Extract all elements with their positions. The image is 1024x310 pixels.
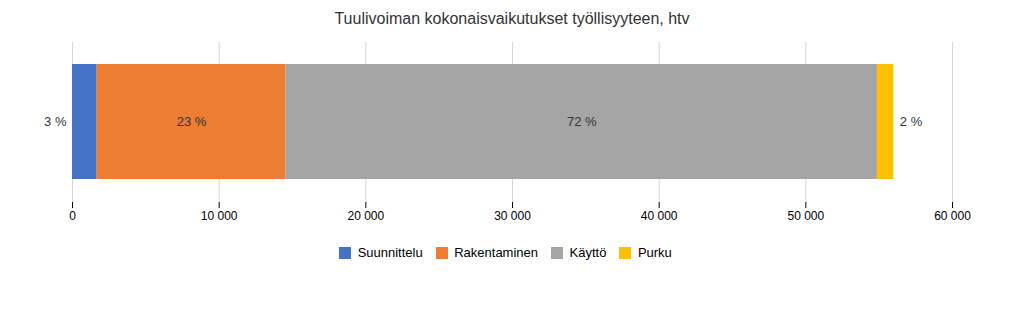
svg-text:10 000: 10 000 xyxy=(201,209,238,223)
svg-text:3 %: 3 % xyxy=(44,114,67,129)
html-text:Tuulivoiman kokonaisvaikutukse: Tuulivoiman kokonaisvaikutukset työllisy… xyxy=(334,10,690,27)
html-text:Purku: Purku xyxy=(637,245,672,260)
html-text:Rakentaminen: Rakentaminen xyxy=(454,245,538,260)
svg-text:20 000: 20 000 xyxy=(347,209,384,223)
svg-text:60 000: 60 000 xyxy=(934,209,971,223)
svg-text:0: 0 xyxy=(69,209,76,223)
svg-text:72 %: 72 % xyxy=(567,114,597,129)
svg-text:2 %: 2 % xyxy=(900,114,923,129)
html-text:Käyttö: Käyttö xyxy=(569,245,607,260)
svg-text:23 %: 23 % xyxy=(177,114,207,129)
html-text:Suunnittelu: Suunnittelu xyxy=(357,245,423,260)
svg-text:30 000: 30 000 xyxy=(494,209,531,223)
svg-text:50 000: 50 000 xyxy=(787,209,824,223)
svg-text:40 000: 40 000 xyxy=(641,209,678,223)
